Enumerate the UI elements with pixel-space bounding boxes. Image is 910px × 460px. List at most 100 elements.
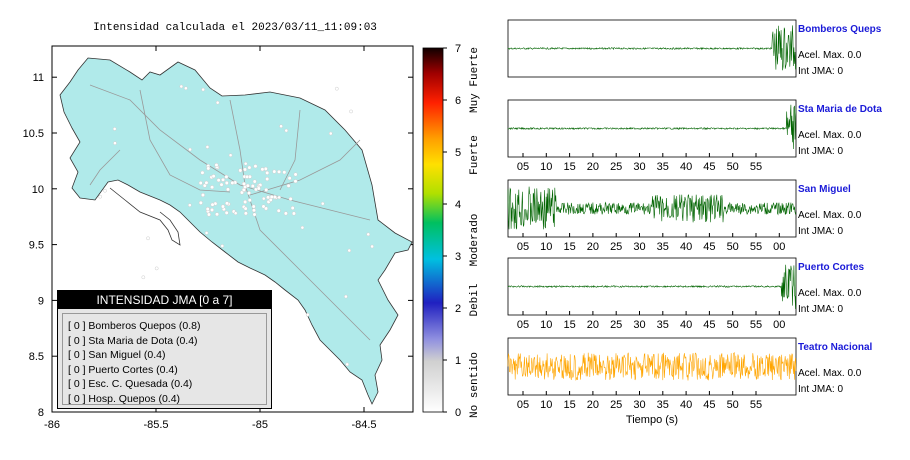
- lat-tick-label: 8: [38, 407, 44, 419]
- time-tick-label: 25: [610, 319, 622, 331]
- time-tick-label: 00: [773, 241, 785, 253]
- station-dot: [245, 174, 250, 179]
- time-tick-label: 35: [657, 241, 669, 253]
- station-dot: [264, 187, 269, 192]
- legend-entry: [ 0 ] Esc. C. Quesada (0.4): [68, 378, 193, 390]
- station-dot: [112, 127, 117, 131]
- station-dot: [252, 179, 257, 184]
- legend-entry: [ 0 ] Bomberos Quepos (0.8): [68, 320, 201, 332]
- station-dot: [211, 174, 216, 179]
- station-dot: [261, 196, 266, 201]
- time-tick-label: 40: [680, 319, 692, 331]
- colorbar-tick-label: 7: [455, 43, 461, 55]
- waveform-panel: 05 10 15 20 25 30 35 40 45 50 55 Tiempo (s): [507, 337, 797, 426]
- station-dot: [261, 204, 266, 209]
- station-dot: [370, 244, 374, 249]
- waveform-panel: [507, 19, 797, 78]
- time-tick-label: 25: [610, 399, 622, 411]
- station-dot: [220, 177, 226, 182]
- lat-tick-label: 11: [33, 72, 44, 84]
- station-dot: [291, 211, 296, 216]
- station-dot: [206, 212, 211, 217]
- station-dot: [154, 266, 159, 271]
- station-dot: [233, 211, 238, 216]
- station-dot: [349, 109, 353, 114]
- time-tick-label: 05: [517, 241, 529, 253]
- colorbar-tick-label: 0: [455, 407, 461, 419]
- time-tick-label: 40: [680, 241, 692, 253]
- time-tick-label: 15: [563, 399, 575, 411]
- station-dot: [344, 294, 348, 299]
- colorbar-tick-label: 4: [455, 199, 461, 211]
- time-axis-label: Tiempo (s): [626, 414, 678, 426]
- station-dot: [277, 169, 282, 174]
- time-tick-label: 10: [540, 161, 552, 173]
- time-tick-label: 40: [680, 161, 692, 173]
- station-dot: [276, 208, 281, 213]
- time-tick-label: 20: [587, 241, 599, 253]
- station-dot: [210, 202, 215, 207]
- station-dot: [251, 204, 256, 209]
- station-dot: [224, 201, 230, 206]
- time-tick-label: 30: [633, 161, 645, 173]
- time-tick-label: 35: [657, 319, 669, 331]
- station-dot: [288, 196, 293, 201]
- map-title: Intensidad calculada el 2023/03/11_11:09…: [93, 22, 377, 34]
- station-dot: [214, 212, 220, 217]
- time-tick-label: 20: [587, 319, 599, 331]
- legend-entry: [ 0 ] Hosp. Quepos (0.4): [68, 392, 181, 405]
- jma-intensity-label: Int JMA: 0: [798, 66, 844, 77]
- waveform-trace: [507, 351, 797, 381]
- legend-title: INTENSIDAD JMA [0 a 7]: [58, 291, 271, 309]
- waveform-panel: 05 10 15 20 25 30 35 40 45 50 55 00: [507, 257, 797, 331]
- time-tick-label: 50: [727, 161, 739, 173]
- station-dot: [251, 208, 257, 213]
- station-dot: [205, 145, 210, 149]
- station-dot: [256, 186, 261, 191]
- station-dot: [366, 232, 371, 237]
- station-dot: [225, 187, 231, 192]
- time-tick-label: 55: [750, 241, 762, 253]
- station-dot: [293, 172, 298, 177]
- station-dot: [239, 190, 244, 195]
- jma-intensity-label: Int JMA: 0: [798, 304, 844, 315]
- station-dot: [220, 244, 225, 248]
- time-tick-label: 45: [703, 319, 715, 331]
- station-dot: [320, 201, 325, 206]
- max-accel-label: Acel. Max. 0.0: [798, 50, 862, 61]
- station-dot: [247, 165, 252, 170]
- time-tick-label: 15: [563, 161, 575, 173]
- station-dot: [287, 176, 292, 181]
- station-dot: [334, 86, 339, 91]
- station-dot: [201, 87, 205, 92]
- station-name-label: Bomberos Queps: [798, 24, 882, 35]
- lon-tick-label: -84.5: [351, 419, 376, 431]
- lat-tick-label: 9: [38, 295, 44, 307]
- time-tick-label: 30: [633, 319, 645, 331]
- colorbar-tick-label: 3: [455, 251, 461, 263]
- time-tick-label: 30: [633, 241, 645, 253]
- jma-intensity-label: Int JMA: 0: [798, 146, 844, 157]
- station-dot: [263, 166, 268, 171]
- station-dot: [184, 86, 188, 91]
- station-dot: [241, 181, 247, 186]
- legend-inner-frame: [ 0 ] Bomberos Quepos (0.8) [ 0 ] Sta Ma…: [62, 313, 267, 405]
- station-dot: [242, 167, 248, 172]
- station-dot: [247, 198, 252, 203]
- time-tick-label: 10: [540, 399, 552, 411]
- waveform-panel: 05 10 15 20 25 30 35 40 45 50 55 00: [507, 179, 797, 253]
- station-dot: [188, 147, 192, 152]
- legend-entry: [ 0 ] San Miguel (0.4): [68, 349, 166, 361]
- time-tick-label: 05: [517, 161, 529, 173]
- waveform-trace: [507, 186, 797, 230]
- time-tick-label: 50: [727, 399, 739, 411]
- time-tick-label: 25: [610, 161, 622, 173]
- station-dot: [253, 164, 258, 169]
- station-dot: [209, 207, 215, 212]
- waveform-trace: [507, 25, 797, 71]
- station-dot: [300, 225, 305, 230]
- time-tick-label: 15: [563, 319, 575, 331]
- waveform-panels: 05 10 15 20 25 30 35 40 45 50 55 05 10 15 20 25 30 35 40 45…: [507, 19, 797, 426]
- station-dot: [282, 170, 287, 175]
- colorbar-tick-label: 1: [455, 355, 461, 367]
